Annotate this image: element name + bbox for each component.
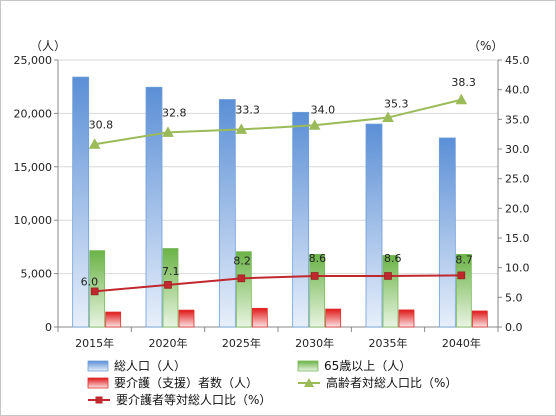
legend: 総人口（人） 65歳以上（人） 要介護（支援）者数（人） 高齢者対総人口比（%） 要介護… <box>87 359 457 407</box>
bar-1 <box>72 76 90 328</box>
y-left-unit: （人） <box>30 39 66 53</box>
x-tick-label: 2030年 <box>295 336 334 350</box>
bar-1 <box>218 99 236 328</box>
square-marker <box>457 271 466 280</box>
bar-2 <box>382 255 399 328</box>
y-left-tick-label: 5,000 <box>21 268 53 281</box>
legend-label: 要介護者等対総人口比（%） <box>116 392 271 407</box>
legend-square-marker <box>95 396 103 404</box>
square-marker <box>90 287 99 296</box>
bar-1 <box>438 137 456 328</box>
data-label: 7.1 <box>162 265 180 278</box>
bar-1 <box>145 86 163 328</box>
y-right-tick-label: 15.0 <box>505 232 530 245</box>
data-label: 8.6 <box>309 252 327 265</box>
y-right-unit: （%） <box>468 39 503 53</box>
bar-3 <box>471 310 488 328</box>
bar-3 <box>105 311 122 328</box>
data-label: 8.7 <box>455 253 473 266</box>
x-tick-label: 2040年 <box>442 336 481 350</box>
data-label: 35.3 <box>384 98 409 111</box>
y-left-tick-label: 0 <box>45 321 52 334</box>
triangle-marker <box>308 119 321 130</box>
y-left-tick-label: 15,000 <box>14 161 53 174</box>
triangle-marker <box>455 93 468 105</box>
x-tick-label: 2025年 <box>222 336 261 350</box>
data-label: 8.6 <box>384 252 402 265</box>
y-left-tick-label: 25,000 <box>14 54 53 67</box>
bar-3 <box>178 309 195 328</box>
triangle-marker <box>88 138 101 149</box>
bar-1 <box>365 123 383 328</box>
axes: 0 5,000 10,000 15,000 20,000 25,000 0.0 5.0 10.0… <box>14 39 530 350</box>
bar-2 <box>309 253 326 328</box>
triangle-marker <box>382 111 394 123</box>
y-right-tick-label: 40.0 <box>505 84 530 97</box>
y-right-tick-label: 35.0 <box>505 113 530 126</box>
legend-swatch-bar-3 <box>87 377 109 389</box>
data-label: 32.8 <box>162 106 187 119</box>
legend-label: 高齢者対総人口比（%） <box>326 375 457 390</box>
y-right-tick-label: 20.0 <box>505 202 530 215</box>
bar-2 <box>235 251 252 328</box>
y-left-tick-label: 10,000 <box>14 214 53 227</box>
square-marker <box>384 272 392 280</box>
data-label: 33.3 <box>235 103 259 116</box>
lines <box>88 93 468 296</box>
data-label: 8.2 <box>233 254 251 267</box>
data-label: 38.3 <box>451 76 476 89</box>
x-tick-label: 2035年 <box>369 336 408 350</box>
square-marker <box>237 274 246 283</box>
triangle-marker <box>235 123 248 134</box>
bar-1 <box>292 111 310 328</box>
data-labels: 30.8 32.8 33.3 34.0 35.3 38.3 6.0 7.1 8.2 8.6 8.6 8… <box>81 76 476 289</box>
legend-label: 65歳以上（人） <box>324 359 411 373</box>
bar-3 <box>251 307 268 328</box>
legend-label: 総人口（人） <box>114 359 186 373</box>
legend-label: 要介護（支援）者数（人） <box>114 375 258 390</box>
y-right-tick-label: 10.0 <box>505 262 530 275</box>
x-tick-label: 2020年 <box>149 336 188 350</box>
x-tick-label: 2015年 <box>75 336 114 350</box>
square-marker <box>310 272 319 280</box>
series-line-2 <box>94 274 462 293</box>
y-right-tick-label: 30.0 <box>505 143 530 156</box>
y-right-tick-label: 0.0 <box>505 321 523 334</box>
legend-swatch-bar-2 <box>297 360 319 372</box>
legend-swatch-bar-1 <box>87 360 109 372</box>
bar-3 <box>398 309 415 328</box>
data-label: 34.0 <box>311 103 336 116</box>
data-label: 30.8 <box>89 118 114 131</box>
y-left-tick-label: 20,000 <box>14 107 53 120</box>
gridlines <box>58 59 498 275</box>
triangle-marker <box>162 126 174 137</box>
y-right-tick-label: 25.0 <box>505 173 530 186</box>
series-line-1 <box>94 98 462 146</box>
legend-triangle-marker <box>304 378 314 387</box>
y-right-tick-label: 5.0 <box>505 291 523 304</box>
bar-3 <box>325 308 342 328</box>
square-marker <box>164 281 172 289</box>
data-label: 6.0 <box>81 275 99 288</box>
bars <box>72 76 488 328</box>
y-right-tick-label: 45.0 <box>505 54 530 67</box>
